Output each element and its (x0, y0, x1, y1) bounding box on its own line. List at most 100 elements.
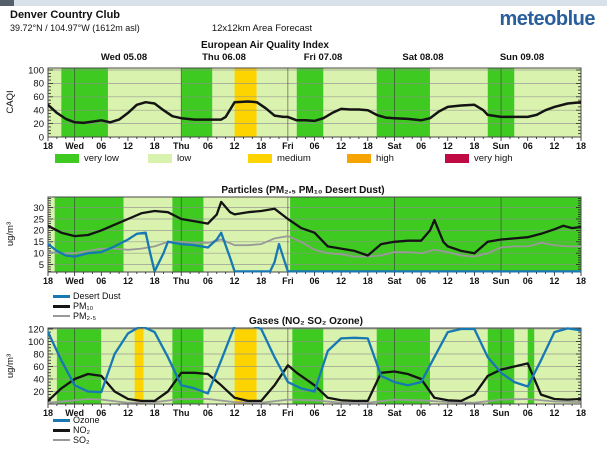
desert-dust-line (48, 231, 581, 273)
svg-text:15: 15 (33, 237, 44, 248)
svg-text:18: 18 (256, 141, 266, 151)
svg-text:Wed: Wed (65, 141, 84, 151)
svg-text:12: 12 (230, 276, 240, 286)
svg-text:12: 12 (549, 408, 559, 418)
svg-text:20: 20 (33, 119, 44, 130)
svg-text:40: 40 (33, 106, 44, 117)
legend-row: Ozone (53, 415, 100, 425)
svg-text:Thu: Thu (173, 276, 190, 286)
svg-text:06: 06 (96, 141, 106, 151)
svg-text:12: 12 (336, 141, 346, 151)
svg-text:Thu: Thu (173, 408, 190, 418)
svg-text:20: 20 (33, 387, 44, 398)
svg-text:18: 18 (469, 276, 479, 286)
svg-text:Fri: Fri (282, 408, 294, 418)
svg-text:06: 06 (416, 276, 426, 286)
day-label: Fri 07.08 (303, 52, 343, 63)
legend-label: Ozone (73, 415, 100, 425)
svg-text:18: 18 (576, 141, 586, 151)
no2-line (48, 362, 581, 403)
svg-text:60: 60 (33, 362, 44, 373)
svg-text:Fri: Fri (282, 141, 294, 151)
high-swatch (347, 154, 371, 163)
legend-label: NO₂ (73, 425, 90, 435)
svg-text:18: 18 (43, 276, 53, 286)
legend-row: NO₂ (53, 425, 100, 435)
svg-text:18: 18 (150, 408, 160, 418)
legend-line-swatch (53, 439, 70, 441)
svg-text:Sat: Sat (387, 408, 401, 418)
window-corner-artifact (0, 0, 14, 6)
meteoblue-logo[interactable]: meteoblue (499, 8, 595, 30)
svg-text:18: 18 (150, 276, 160, 286)
svg-text:Sat: Sat (387, 276, 401, 286)
svg-text:18: 18 (363, 141, 373, 151)
aqi-legend-label: very high (474, 153, 513, 164)
legend-row: PM₂.₅ (53, 311, 121, 321)
legend-label: SO₂ (73, 435, 90, 445)
legend-line-swatch (53, 315, 70, 317)
svg-text:25: 25 (33, 214, 44, 225)
svg-text:12: 12 (336, 276, 346, 286)
legend-line-swatch (53, 304, 70, 308)
medium-swatch (248, 154, 272, 163)
svg-text:80: 80 (33, 349, 44, 360)
legend-row: PM₁₀ (53, 301, 121, 311)
svg-text:18: 18 (256, 408, 266, 418)
svg-text:18: 18 (43, 408, 53, 418)
svg-text:18: 18 (469, 408, 479, 418)
svg-text:18: 18 (363, 408, 373, 418)
svg-text:100: 100 (28, 65, 44, 76)
legend-row: SO₂ (53, 435, 100, 445)
aqi-legend-item: very low (55, 153, 119, 164)
svg-text:06: 06 (203, 276, 213, 286)
svg-text:06: 06 (309, 276, 319, 286)
svg-text:18: 18 (43, 141, 53, 151)
svg-text:ug/m³: ug/m³ (5, 222, 16, 246)
aqi-legend-item: low (148, 153, 191, 164)
svg-text:120: 120 (28, 324, 44, 335)
svg-text:12: 12 (123, 141, 133, 151)
svg-text:06: 06 (203, 141, 213, 151)
svg-text:30: 30 (33, 203, 44, 214)
svg-text:12: 12 (230, 141, 240, 151)
svg-text:12: 12 (123, 276, 133, 286)
particles-legend: Desert Dust PM₁₀ PM₂.₅ (53, 291, 121, 321)
svg-text:06: 06 (416, 141, 426, 151)
svg-text:Fri: Fri (282, 276, 294, 286)
aqi-legend-item: very high (445, 153, 513, 164)
european-air-quality-index-plot: 18 Wed 06 12 18 Thu 06 12 18 Fri 06 12 18 Sat 06 12 18 Su… (5, 65, 586, 151)
svg-text:40: 40 (33, 374, 44, 385)
svg-text:Sun: Sun (493, 408, 510, 418)
svg-text:06: 06 (523, 408, 533, 418)
svg-text:5: 5 (39, 260, 44, 271)
svg-text:12: 12 (336, 408, 346, 418)
legend-line-swatch (53, 428, 70, 432)
svg-text:12: 12 (443, 408, 453, 418)
low-swatch (148, 154, 172, 163)
legend-row: Desert Dust (53, 291, 121, 301)
window-top-strip (0, 0, 607, 6)
svg-text:06: 06 (309, 408, 319, 418)
day-label: Sat 08.08 (402, 52, 444, 63)
svg-text:12: 12 (549, 276, 559, 286)
day-label: Sun 09.08 (499, 52, 545, 63)
day-label: Wed 05.08 (100, 52, 148, 63)
svg-text:Sat: Sat (387, 141, 401, 151)
aqi-legend-label: very low (84, 153, 119, 164)
gases-legend: Ozone NO₂ SO₂ (53, 415, 100, 445)
forecast-type-label: 12x12km Area Forecast (211, 23, 313, 34)
svg-text:Wed: Wed (65, 276, 84, 286)
particles-plot: 18 Wed 06 12 18 Thu 06 12 18 Fri 06 12 18 Sat 06 12 18 Su… (5, 196, 586, 286)
svg-text:18: 18 (576, 408, 586, 418)
legend-line-swatch (53, 294, 70, 298)
svg-text:18: 18 (469, 141, 479, 151)
aqi-legend-item: medium (248, 153, 311, 164)
svg-text:06: 06 (309, 141, 319, 151)
svg-text:06: 06 (416, 408, 426, 418)
pm2-5-line (48, 235, 581, 258)
gases-plot: 18 Wed 06 12 18 Thu 06 12 18 Fri 06 12 18 Sat 06 12 18 Su… (5, 324, 586, 418)
aqi-legend: very low low medium high very high (0, 153, 607, 167)
svg-text:ug/m³: ug/m³ (5, 354, 16, 378)
legend-label: PM₁₀ (73, 301, 94, 311)
